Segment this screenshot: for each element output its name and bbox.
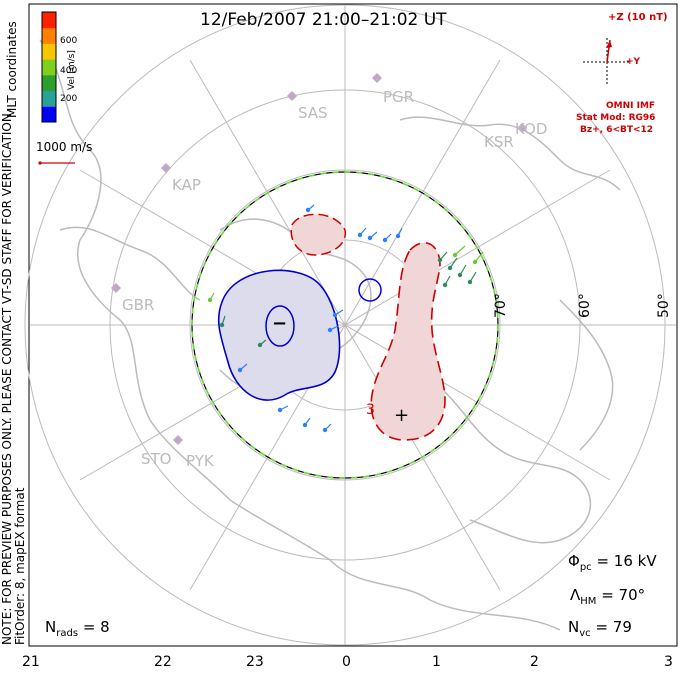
- colorbar-outline: [41, 11, 57, 123]
- mlt-tick-23: 23: [246, 654, 264, 670]
- mlt-grid: [30, 5, 676, 645]
- lat-label-70: 70°: [493, 293, 509, 318]
- colorbar-segment: [42, 43, 56, 60]
- plot-title: 12/Feb/2007 21:00–21:02 UT: [200, 10, 447, 30]
- velocity-colorbar: [41, 11, 57, 123]
- imf-title: +Z (10 nT): [608, 12, 668, 23]
- mlt-coordinates-label: MLT coordinates: [5, 21, 19, 118]
- negative-cell: [217, 269, 341, 401]
- cell-minus-marker: −: [272, 313, 288, 334]
- colorbar-tick-600: 600: [60, 36, 78, 46]
- contour-label-3: 3: [366, 402, 375, 418]
- imf-dial: [583, 38, 631, 86]
- colorbar-segment: [42, 59, 56, 76]
- mlt-tick-0: 0: [342, 654, 351, 670]
- note-line-2: FitOrder: 8, mapEX format: [13, 487, 27, 645]
- lat-label-50: 50°: [656, 293, 672, 318]
- imf-model: Stat Mod: RG96: [576, 113, 656, 123]
- hm-boundary-green: [191, 171, 499, 479]
- imf-y-label: +Y: [626, 57, 641, 67]
- station-kap: KAP: [172, 176, 201, 194]
- colorbar-segment: [42, 12, 56, 29]
- mlt-tick-3: 3: [664, 654, 673, 670]
- colorbar-tick-400: 400: [60, 66, 78, 76]
- scale-vector-dot: [38, 161, 42, 165]
- positive-cell-small: [290, 213, 346, 256]
- colorbar-segment: [42, 74, 56, 92]
- station-sto: STO: [141, 450, 172, 468]
- imf-source: OMNI IMF: [606, 101, 656, 111]
- colorbar-tick-200: 200: [60, 94, 78, 104]
- station-pgr: PGR: [383, 88, 415, 106]
- cell-plus-marker: +: [394, 405, 410, 426]
- stat-phi-pc: Φpc = 16 kV: [568, 552, 657, 573]
- scale-vector-label: 1000 m/s: [36, 140, 93, 154]
- station-gbr: GBR: [122, 296, 155, 314]
- station-kod: KOD: [515, 120, 548, 138]
- note-preview: NOTE: FOR PREVIEW PURPOSES ONLY. PLEASE …: [0, 109, 27, 645]
- velocity-vectors: [207, 204, 484, 433]
- mlt-tick-22: 22: [154, 654, 172, 670]
- stat-nrads: Nrads = 8: [45, 618, 110, 639]
- station-ksr: KSR: [484, 133, 514, 151]
- negative-cell-inner-contour: [265, 305, 295, 347]
- mlt-tick-1: 1: [432, 654, 441, 670]
- station-pyk: PYK: [186, 452, 214, 470]
- positive-cell: [370, 242, 446, 441]
- station-sas: SAS: [298, 104, 328, 122]
- stat-nvc: Nvc = 79: [568, 618, 632, 639]
- negative-small-contour: [358, 278, 382, 302]
- colorbar-segment: [42, 27, 56, 44]
- colorbar-segment: [42, 90, 56, 107]
- mlt-tick-21: 21: [22, 654, 40, 670]
- lat-label-60: 60°: [577, 293, 593, 318]
- imf-bin: Bz+, 6<BT<12: [580, 125, 654, 135]
- mlt-tick-2: 2: [530, 654, 539, 670]
- station-markers: [111, 73, 527, 445]
- colorbar-segment: [42, 106, 56, 123]
- plot-border: [28, 3, 678, 647]
- stat-lambda-hm: ΛHM = 70°: [570, 586, 646, 607]
